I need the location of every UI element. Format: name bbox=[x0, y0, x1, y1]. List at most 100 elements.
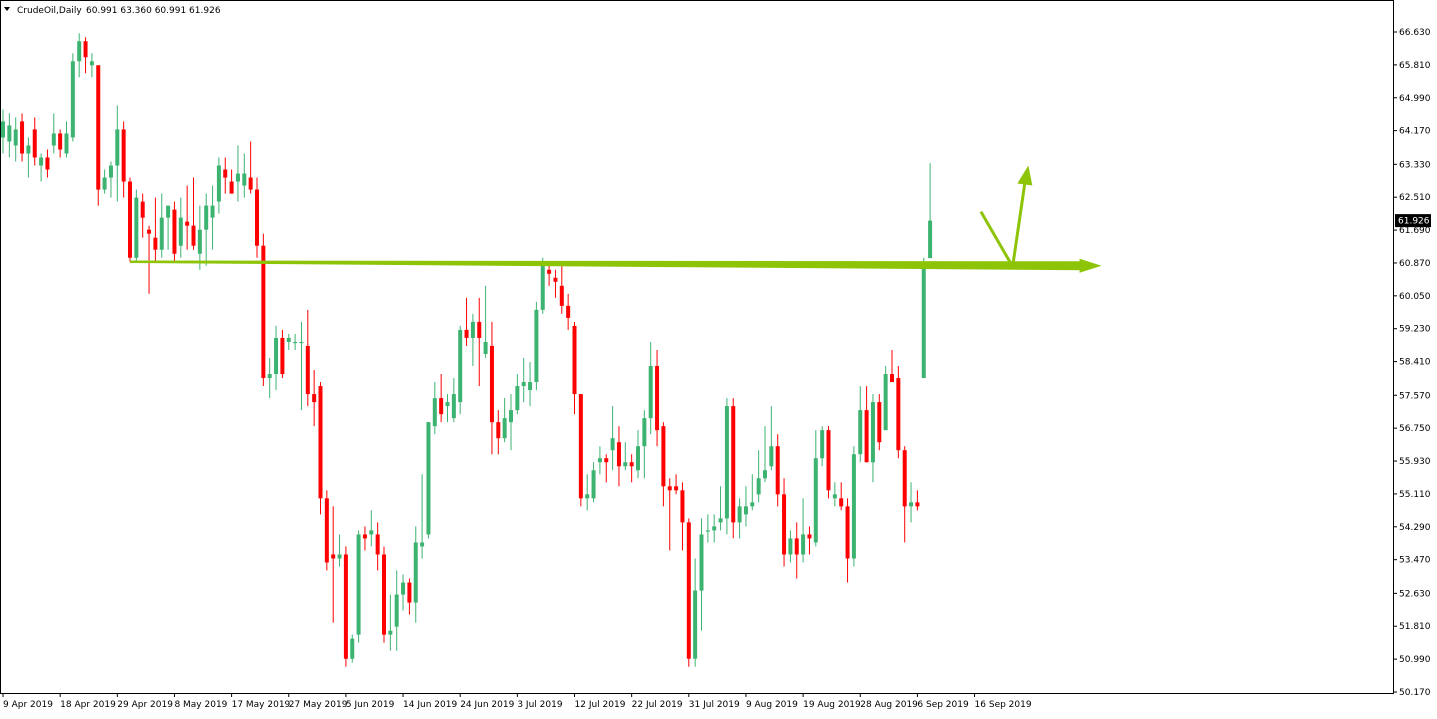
candle-body bbox=[750, 502, 755, 507]
candle-body bbox=[489, 345, 494, 423]
candle bbox=[724, 398, 729, 535]
candle-body bbox=[794, 538, 799, 555]
x-tick-label: 27 May 2019 bbox=[289, 700, 348, 710]
candle bbox=[763, 426, 767, 483]
candle bbox=[655, 349, 660, 447]
current-price-tag-bg bbox=[1395, 214, 1431, 228]
candle-body bbox=[369, 530, 374, 535]
candle bbox=[70, 53, 75, 142]
y-tick-label: 54.290 bbox=[1399, 523, 1431, 533]
candle-body bbox=[115, 129, 120, 166]
candle-body bbox=[13, 129, 18, 146]
candle bbox=[470, 313, 475, 367]
y-tick-label: 60.870 bbox=[1399, 259, 1431, 269]
candle-body bbox=[426, 422, 431, 535]
candle-body bbox=[451, 394, 456, 419]
x-tick-label: 9 Aug 2019 bbox=[746, 700, 798, 710]
candle-body bbox=[693, 590, 698, 659]
candle bbox=[623, 442, 628, 471]
candle bbox=[775, 434, 780, 507]
candle-body bbox=[604, 458, 609, 463]
candle-body bbox=[1, 121, 5, 138]
candle-body bbox=[655, 366, 660, 431]
candle bbox=[197, 205, 202, 270]
candle-body bbox=[32, 129, 37, 158]
candle-body bbox=[318, 386, 323, 499]
candle bbox=[58, 129, 63, 158]
candle-body bbox=[578, 394, 583, 499]
candle-body bbox=[432, 398, 437, 427]
candle-body bbox=[909, 502, 914, 507]
candle-body bbox=[305, 345, 310, 395]
candle-body bbox=[312, 394, 317, 403]
annotation-layer bbox=[129, 165, 1102, 273]
projection-arrow-shaft bbox=[1011, 179, 1027, 267]
candle bbox=[210, 185, 215, 250]
candle bbox=[1, 109, 5, 154]
candle bbox=[153, 197, 158, 262]
candle bbox=[20, 113, 25, 162]
candle bbox=[318, 382, 323, 515]
support-arrow-head bbox=[1079, 258, 1102, 273]
candle-body bbox=[96, 65, 101, 190]
candle-body bbox=[375, 534, 380, 555]
candle-body bbox=[394, 594, 399, 627]
candle bbox=[267, 357, 272, 399]
candle bbox=[26, 137, 31, 178]
candle-body bbox=[134, 197, 139, 258]
candle bbox=[382, 546, 386, 643]
candle bbox=[909, 482, 914, 523]
candle bbox=[743, 486, 748, 527]
candle bbox=[686, 518, 691, 667]
candle bbox=[299, 321, 304, 411]
triangle-down-icon[interactable] bbox=[4, 7, 10, 11]
candle bbox=[305, 309, 310, 407]
candle-body bbox=[636, 446, 640, 471]
candle bbox=[223, 157, 228, 194]
candle-body bbox=[356, 534, 361, 635]
candle bbox=[661, 422, 666, 507]
candle bbox=[483, 285, 488, 358]
candle-body bbox=[470, 321, 475, 338]
candle-body bbox=[204, 205, 209, 230]
candle-body bbox=[921, 261, 926, 379]
candle-body bbox=[775, 446, 780, 495]
candle-body bbox=[166, 205, 171, 218]
candle-body bbox=[458, 329, 463, 403]
candle bbox=[610, 406, 615, 471]
candle bbox=[477, 297, 482, 387]
x-tick-label: 6 Sep 2019 bbox=[917, 700, 969, 710]
candle bbox=[134, 189, 139, 262]
y-tick-label: 55.930 bbox=[1399, 457, 1431, 467]
y-tick-label: 64.170 bbox=[1399, 127, 1431, 137]
candle bbox=[807, 526, 812, 555]
y-tick-label: 59.230 bbox=[1399, 325, 1431, 335]
candle-body bbox=[477, 321, 482, 338]
candle-body bbox=[763, 470, 767, 479]
candle-body bbox=[248, 177, 253, 190]
candle-body bbox=[70, 61, 75, 138]
y-tick-label: 56.750 bbox=[1399, 424, 1431, 434]
candle-body bbox=[26, 145, 31, 154]
candle bbox=[705, 514, 710, 543]
candle-body bbox=[185, 221, 190, 226]
candle-body bbox=[128, 181, 132, 258]
candle-body bbox=[172, 209, 177, 254]
candle bbox=[737, 498, 742, 539]
candle-body bbox=[712, 526, 717, 531]
candle-body bbox=[242, 173, 247, 186]
candle-body bbox=[89, 61, 94, 66]
y-tick-label: 60.050 bbox=[1399, 292, 1431, 302]
candle bbox=[312, 370, 317, 427]
projection-path bbox=[979, 210, 1014, 268]
candle-body bbox=[102, 177, 107, 190]
candle bbox=[896, 366, 901, 459]
candle-body bbox=[890, 374, 894, 383]
y-tick-label: 57.570 bbox=[1399, 391, 1431, 401]
candle-body bbox=[851, 454, 856, 559]
candle bbox=[121, 121, 126, 198]
candle-body bbox=[509, 410, 513, 423]
candle-body bbox=[667, 486, 672, 491]
candle-body bbox=[216, 165, 221, 202]
candle bbox=[915, 490, 920, 511]
